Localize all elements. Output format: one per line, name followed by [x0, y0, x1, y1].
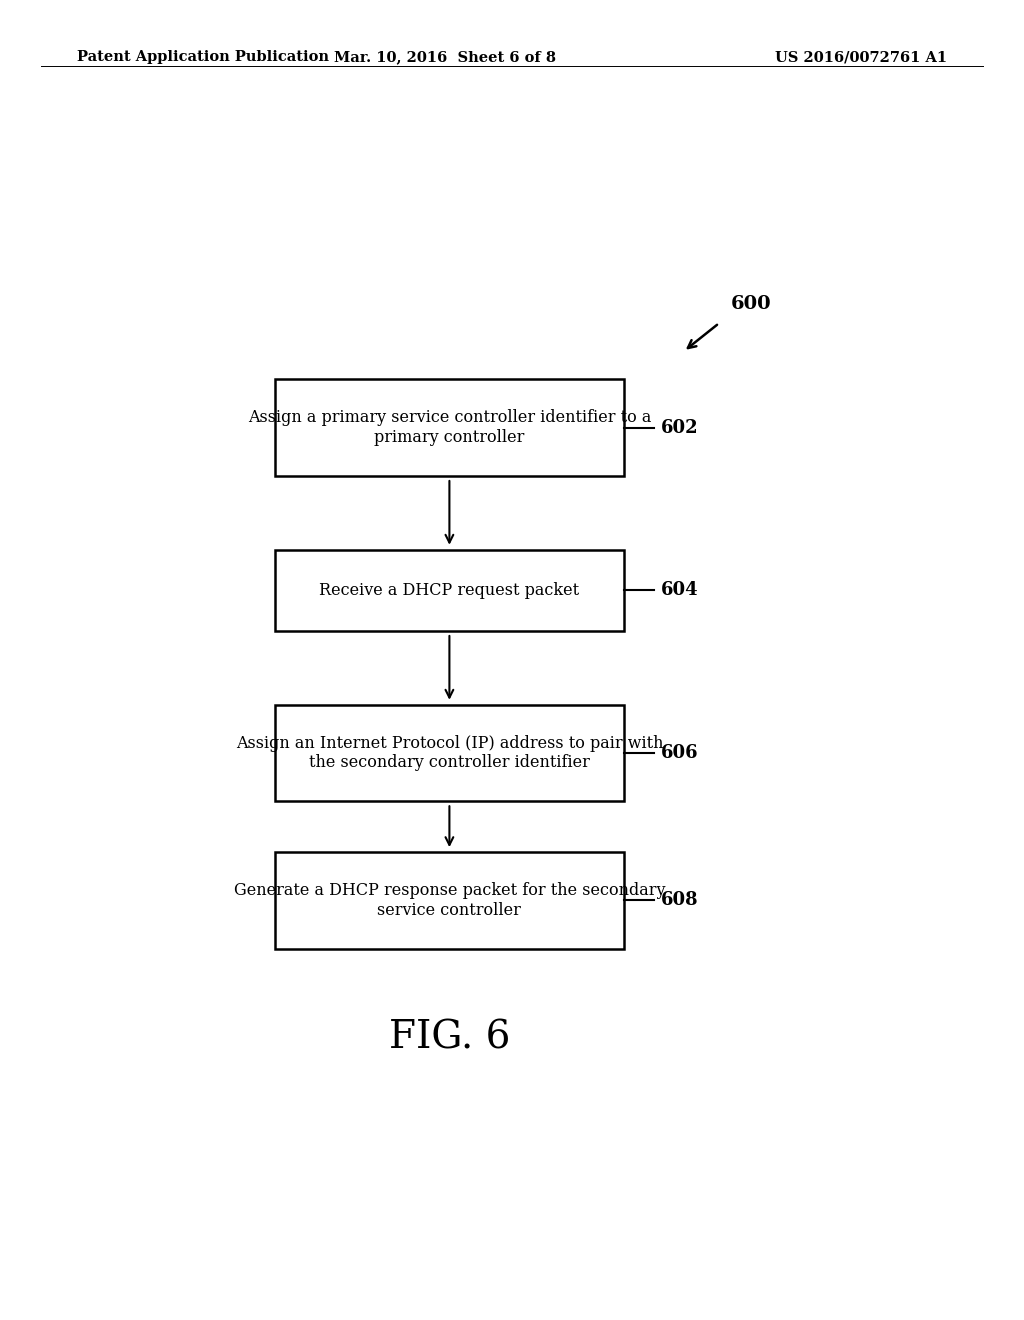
Bar	[274, 853, 624, 949]
Text: 608: 608	[660, 891, 698, 909]
Text: Generate a DHCP response packet for the secondary
service controller: Generate a DHCP response packet for the …	[233, 882, 666, 919]
Bar	[274, 379, 624, 477]
Text: 600: 600	[731, 294, 772, 313]
Text: Receive a DHCP request packet: Receive a DHCP request packet	[319, 582, 580, 599]
Text: Assign a primary service controller identifier to a
primary controller: Assign a primary service controller iden…	[248, 409, 651, 446]
Text: Assign an Internet Protocol (IP) address to pair with
the secondary controller i: Assign an Internet Protocol (IP) address…	[236, 735, 664, 771]
Text: 602: 602	[660, 418, 698, 437]
Text: Patent Application Publication: Patent Application Publication	[77, 50, 329, 65]
Bar	[274, 705, 624, 801]
Text: 606: 606	[660, 744, 698, 762]
Bar	[274, 549, 624, 631]
Text: FIG. 6: FIG. 6	[389, 1019, 510, 1056]
Text: Mar. 10, 2016  Sheet 6 of 8: Mar. 10, 2016 Sheet 6 of 8	[335, 50, 556, 65]
Text: US 2016/0072761 A1: US 2016/0072761 A1	[775, 50, 947, 65]
Text: 604: 604	[660, 581, 698, 599]
